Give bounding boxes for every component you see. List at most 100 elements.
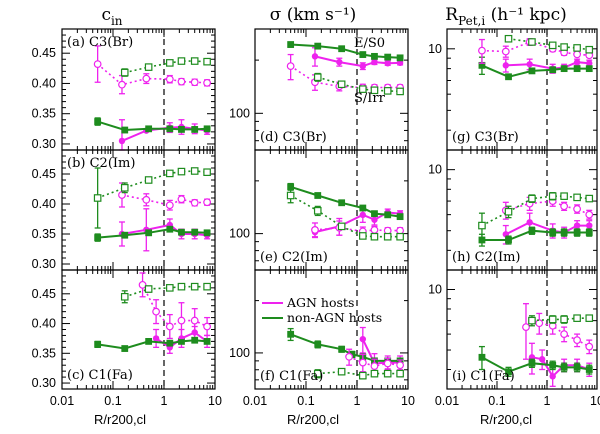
series-line — [97, 339, 208, 350]
data-point — [338, 345, 346, 353]
y-tick-label: 0.35 — [32, 107, 56, 121]
data-point — [528, 227, 536, 235]
data-point — [573, 363, 581, 371]
data-point — [337, 367, 346, 376]
series-non-agn-sirr — [504, 34, 594, 54]
x-tick-label: 1 — [354, 394, 361, 408]
annotation-sirr: S/Irr — [354, 91, 386, 106]
y-tick-label: 0.45 — [32, 46, 56, 60]
data-point — [370, 362, 379, 370]
data-point — [549, 361, 557, 369]
data-point — [120, 292, 129, 301]
data-point — [203, 125, 211, 133]
data-point — [573, 44, 581, 52]
data-point — [396, 213, 404, 221]
data-point — [338, 45, 346, 53]
x-axis-label-col2: R/r200,cl — [287, 412, 339, 427]
series-line — [124, 60, 208, 74]
data-point — [120, 68, 129, 77]
data-point — [478, 353, 486, 361]
column-title-sigma: σ (km s⁻¹) — [270, 5, 357, 25]
data-point — [505, 236, 512, 244]
series-agn-sirr — [138, 272, 212, 340]
data-point — [502, 62, 510, 69]
data-point — [152, 335, 160, 342]
data-point — [120, 184, 129, 192]
data-point — [145, 338, 153, 345]
data-point — [338, 199, 346, 207]
data-point — [359, 62, 367, 70]
series-agn-sirr — [311, 220, 405, 239]
data-point — [118, 191, 126, 199]
data-point — [396, 54, 404, 62]
series-non-agn-sirr — [93, 167, 211, 229]
panel-c-1: 0.30 0.35 0.40 0.45 (a) C3(Br) — [32, 28, 216, 151]
data-point — [396, 232, 404, 241]
series-line — [481, 64, 590, 78]
panel-frame — [254, 269, 409, 390]
data-point — [94, 234, 102, 241]
data-point — [337, 80, 346, 89]
data-point — [549, 229, 557, 236]
x-tick-label: 0.1 — [297, 394, 314, 408]
data-point — [549, 373, 556, 380]
y-tick-label: 100 — [229, 346, 250, 360]
series-non-agn-sirr — [286, 188, 404, 241]
y-tick-label: 100 — [229, 227, 250, 241]
data-point — [177, 167, 186, 176]
data-point — [166, 225, 174, 233]
data-point — [121, 345, 129, 352]
data-point — [585, 314, 594, 322]
data-point — [358, 358, 367, 367]
data-point — [504, 34, 513, 43]
data-point — [573, 59, 581, 66]
x-tick-label: 10 — [590, 394, 600, 408]
data-point — [142, 74, 151, 83]
data-point — [203, 78, 212, 87]
data-point — [287, 41, 295, 48]
data-point — [560, 192, 568, 200]
data-point — [586, 222, 593, 229]
data-point — [478, 46, 486, 55]
data-point — [384, 211, 392, 219]
column-title-cin: cin — [101, 5, 122, 28]
y-tick-label: 0.45 — [32, 287, 56, 301]
data-point — [94, 340, 102, 348]
panel-frame — [446, 269, 598, 390]
data-point — [505, 368, 512, 376]
data-point — [560, 202, 569, 211]
data-point — [526, 61, 533, 68]
data-point — [314, 340, 322, 348]
data-point — [370, 86, 379, 95]
data-point — [549, 66, 557, 74]
data-point — [191, 126, 199, 133]
data-point — [166, 339, 174, 347]
series-line — [525, 322, 590, 348]
series-line — [290, 185, 401, 218]
data-point — [370, 369, 379, 378]
data-point — [94, 118, 102, 125]
data-point — [560, 315, 568, 324]
data-point — [370, 232, 379, 241]
data-point — [560, 330, 569, 339]
data-point — [504, 207, 513, 216]
data-point — [152, 307, 161, 316]
x-axis-label-col3: R/r200,cl — [480, 412, 532, 427]
series-line — [317, 370, 401, 377]
panels: 0.300.350.400.45(a) C3(Br) 0.300.350.400.… — [32, 28, 600, 408]
series-non-agn-sirr — [478, 192, 594, 241]
data-point — [165, 75, 174, 84]
data-point — [313, 73, 322, 82]
panel-c-3: 0.30 0.35 0.40 0.45 (c) C1(Fa) — [32, 269, 216, 390]
panel-label: (i) C1(Fa) — [452, 369, 515, 384]
data-point — [370, 226, 379, 234]
data-point — [138, 280, 147, 289]
data-point — [522, 323, 530, 332]
data-point — [383, 369, 392, 378]
y-tick-label: 0.45 — [32, 167, 56, 181]
data-point — [585, 65, 593, 73]
data-point — [585, 342, 594, 351]
series-non-agn-es0 — [478, 345, 593, 377]
data-point — [118, 137, 126, 145]
